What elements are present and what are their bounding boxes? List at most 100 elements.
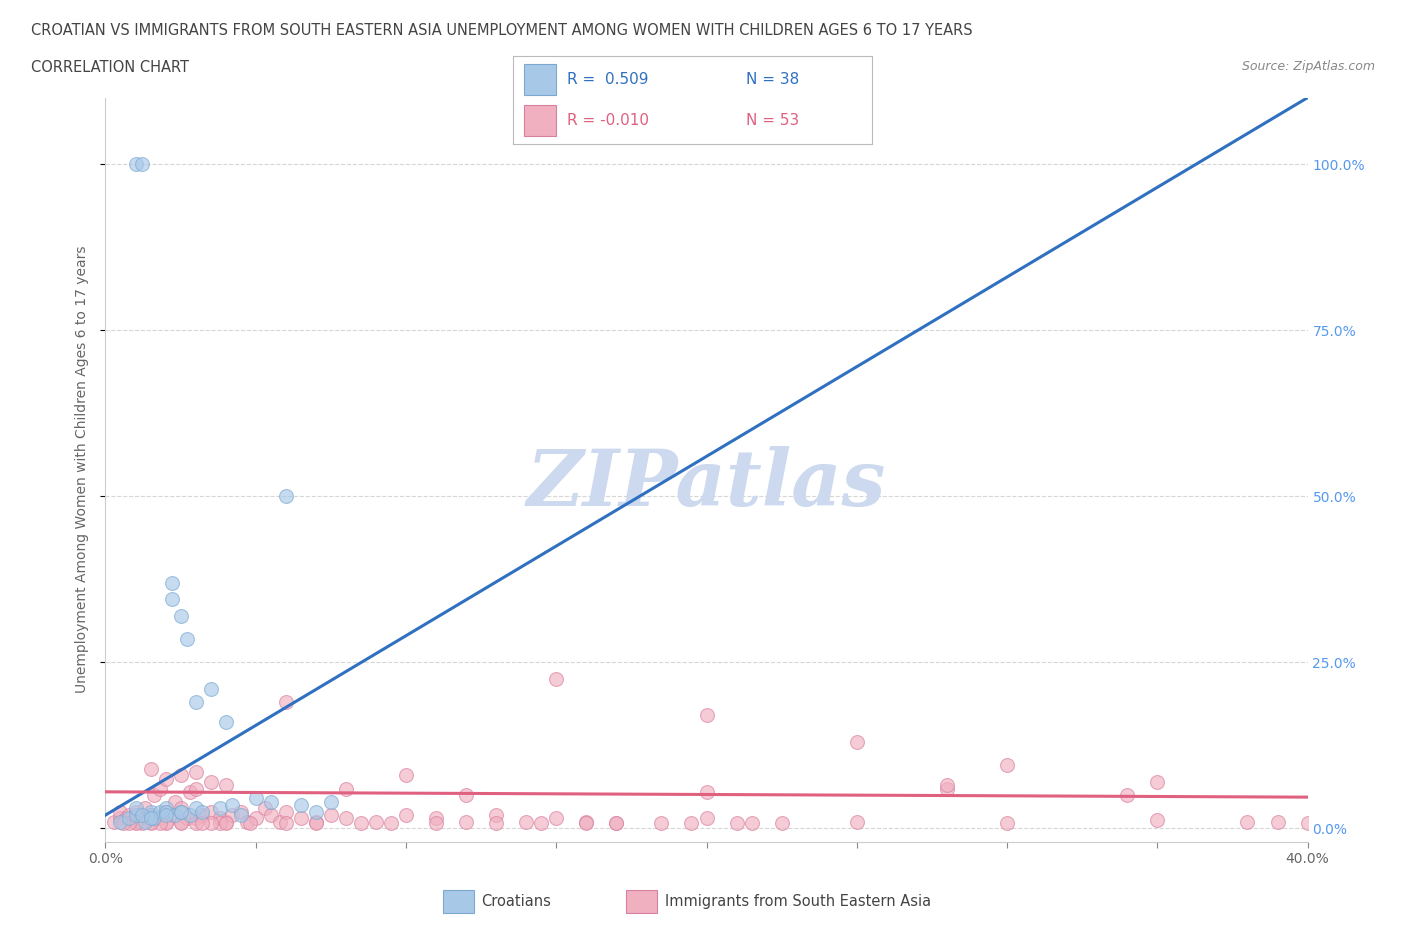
Point — [575, 815, 598, 830]
Point — [208, 811, 231, 826]
Point — [142, 811, 165, 826]
Point — [214, 714, 236, 729]
Point — [274, 804, 297, 819]
Point — [184, 695, 207, 710]
Point — [425, 811, 447, 826]
Point — [274, 695, 297, 710]
Point — [134, 815, 156, 830]
Point — [103, 815, 125, 830]
Text: Immigrants from South Eastern Asia: Immigrants from South Eastern Asia — [665, 894, 931, 909]
Point — [1146, 813, 1168, 828]
Point — [245, 791, 267, 806]
Point — [160, 807, 183, 822]
Point — [1267, 815, 1289, 830]
Point — [274, 489, 297, 504]
Point — [214, 777, 236, 792]
Point — [395, 768, 418, 783]
Text: ZIPatlas: ZIPatlas — [527, 446, 886, 523]
Point — [214, 816, 236, 830]
Point — [1296, 816, 1319, 830]
Point — [260, 794, 283, 809]
Point — [350, 816, 373, 830]
Point — [253, 801, 276, 816]
Point — [995, 758, 1018, 773]
Point — [148, 781, 170, 796]
Point — [124, 816, 146, 830]
Point — [845, 815, 868, 830]
Point — [269, 815, 291, 830]
Text: R = -0.010: R = -0.010 — [567, 113, 650, 128]
Point — [274, 816, 297, 830]
Point — [176, 631, 198, 646]
Y-axis label: Unemployment Among Women with Children Ages 6 to 17 years: Unemployment Among Women with Children A… — [76, 246, 90, 694]
Point — [131, 811, 153, 826]
Point — [995, 816, 1018, 830]
Point — [221, 798, 243, 813]
Point — [110, 804, 132, 819]
Point — [1116, 788, 1139, 803]
Text: CORRELATION CHART: CORRELATION CHART — [31, 60, 188, 75]
Point — [139, 815, 162, 830]
Text: N = 53: N = 53 — [747, 113, 800, 128]
Point — [235, 815, 257, 830]
Point — [115, 811, 138, 826]
Point — [395, 807, 418, 822]
Point — [163, 794, 186, 809]
Point — [124, 156, 146, 171]
Text: Croatians: Croatians — [481, 894, 551, 909]
Point — [179, 807, 201, 822]
Point — [155, 801, 177, 816]
Point — [681, 816, 703, 830]
Point — [936, 777, 959, 792]
Point — [290, 798, 312, 813]
Point — [605, 816, 627, 830]
Point — [575, 816, 598, 830]
Point — [176, 811, 198, 826]
Point — [169, 816, 191, 830]
Point — [239, 816, 262, 830]
Point — [200, 804, 222, 819]
Point — [260, 807, 283, 822]
Point — [110, 815, 132, 830]
Point — [696, 708, 718, 723]
Point — [169, 804, 191, 819]
Point — [605, 816, 627, 830]
Point — [184, 811, 207, 826]
Point — [845, 735, 868, 750]
Point — [148, 804, 170, 819]
Point — [770, 816, 793, 830]
Point — [200, 682, 222, 697]
Point — [190, 816, 212, 830]
Point — [741, 816, 763, 830]
Point — [169, 804, 191, 819]
Point — [696, 811, 718, 826]
Point — [131, 816, 153, 830]
Point — [290, 811, 312, 826]
Point — [364, 815, 387, 830]
Point — [208, 801, 231, 816]
Point — [485, 816, 508, 830]
Point — [319, 794, 342, 809]
Point — [245, 811, 267, 826]
Point — [118, 811, 141, 826]
Point — [155, 816, 177, 830]
Point — [155, 815, 177, 830]
Point — [124, 807, 146, 822]
Point — [160, 575, 183, 590]
Bar — [524, 64, 557, 95]
Point — [155, 804, 177, 819]
Point — [454, 788, 477, 803]
Point — [221, 807, 243, 822]
Point — [184, 781, 207, 796]
Point — [169, 608, 191, 623]
Point — [1146, 775, 1168, 790]
Point — [163, 807, 186, 822]
Point — [134, 801, 156, 816]
Point — [124, 815, 146, 830]
Point — [131, 807, 153, 822]
Point — [454, 815, 477, 830]
Bar — [524, 105, 557, 136]
Point — [546, 671, 568, 686]
Point — [725, 816, 748, 830]
Point — [139, 807, 162, 822]
